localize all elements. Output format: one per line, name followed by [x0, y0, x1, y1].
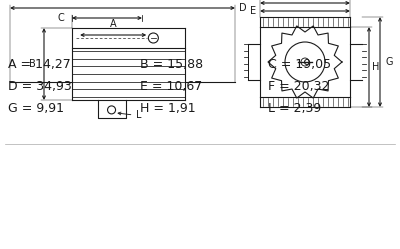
Text: B: B	[29, 59, 36, 69]
Text: F = 20,32: F = 20,32	[268, 79, 329, 92]
Text: G: G	[385, 57, 392, 67]
Text: A = 14,27: A = 14,27	[8, 58, 71, 70]
Text: L: L	[136, 110, 141, 120]
Text: H: H	[372, 62, 379, 72]
Text: G = 9,91: G = 9,91	[8, 102, 64, 115]
Text: D: D	[239, 3, 247, 13]
Text: L = 2,39: L = 2,39	[268, 102, 321, 115]
Text: E = 10,67: E = 10,67	[140, 79, 202, 92]
Text: H = 1,91: H = 1,91	[140, 102, 196, 115]
Text: E: E	[250, 6, 256, 16]
Text: B = 15,88: B = 15,88	[140, 58, 203, 70]
Text: A: A	[110, 19, 116, 29]
Text: C: C	[57, 13, 64, 23]
Text: C = 19,05: C = 19,05	[268, 58, 331, 70]
Text: D = 34,93: D = 34,93	[8, 79, 72, 92]
